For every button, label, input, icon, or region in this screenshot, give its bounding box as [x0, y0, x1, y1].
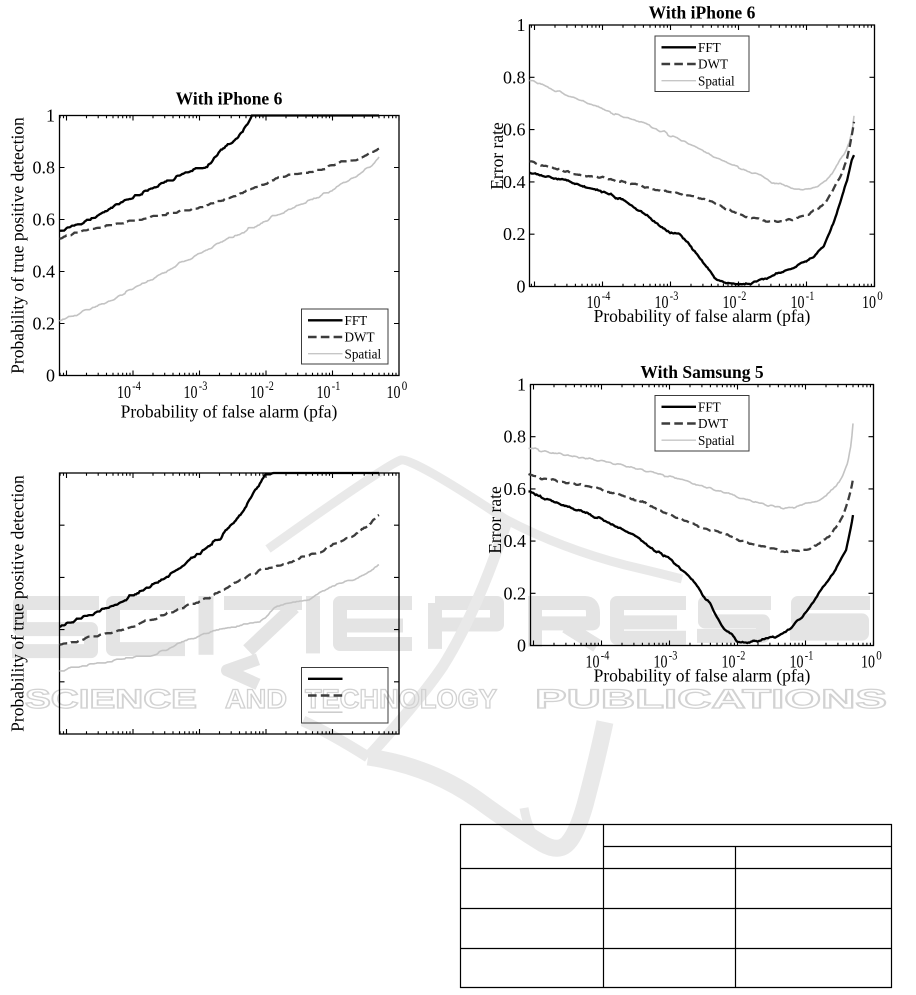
svg-text:0: 0 [876, 648, 882, 663]
svg-text:10: 10 [655, 292, 669, 312]
svg-text:0: 0 [517, 277, 526, 297]
svg-text:10: 10 [184, 382, 198, 402]
svg-text:Probability of true positive d: Probability of true positive detection [8, 475, 28, 732]
svg-text:FFT: FFT [698, 400, 721, 415]
svg-text:0.6: 0.6 [503, 120, 526, 140]
svg-text:1: 1 [517, 375, 526, 395]
svg-text:0: 0 [877, 288, 883, 303]
svg-text:1: 1 [517, 15, 526, 35]
svg-text:0.4: 0.4 [503, 172, 526, 192]
svg-text:10: 10 [862, 292, 876, 312]
svg-text:Probability of true positive d: Probability of true positive detection [8, 117, 28, 374]
svg-text:10: 10 [722, 652, 736, 672]
svg-text:FFT: FFT [345, 313, 368, 328]
svg-text:Spatial: Spatial [698, 73, 735, 88]
svg-text:FFT: FFT [698, 40, 721, 55]
svg-text:1: 1 [46, 106, 55, 126]
svg-text:Spatial: Spatial [345, 346, 382, 361]
svg-text:-3: -3 [670, 288, 679, 303]
svg-text:0.4: 0.4 [33, 262, 56, 282]
svg-text:10: 10 [250, 382, 264, 402]
svg-text:Probability of false alarm (pf: Probability of false alarm (pfa) [594, 306, 811, 326]
svg-text:0.6: 0.6 [33, 210, 56, 230]
svg-text:PUBLICATIONS: PUBLICATIONS [535, 684, 887, 714]
svg-text:10: 10 [790, 652, 804, 672]
svg-text:AND: AND [225, 684, 287, 714]
svg-text:10: 10 [654, 652, 668, 672]
svg-text:10: 10 [587, 292, 601, 312]
svg-text:0.2: 0.2 [503, 224, 526, 244]
svg-text:With Samsung 5: With Samsung 5 [640, 362, 763, 382]
svg-text:10: 10 [861, 652, 875, 672]
svg-text:Error rate: Error rate [485, 486, 505, 554]
svg-text:DWT: DWT [698, 57, 728, 72]
svg-text:DWT: DWT [345, 330, 375, 345]
svg-text:0: 0 [402, 378, 408, 393]
svg-text:-3: -3 [669, 648, 678, 663]
svg-text:10: 10 [317, 382, 331, 402]
svg-text:Error rate: Error rate [487, 122, 507, 190]
svg-text:TECHNOLOGY: TECHNOLOGY [305, 684, 497, 714]
svg-text:0.2: 0.2 [504, 583, 527, 603]
svg-text:-2: -2 [738, 288, 747, 303]
svg-text:10: 10 [117, 382, 131, 402]
svg-text:0.2: 0.2 [33, 314, 56, 334]
svg-text:DWT: DWT [698, 416, 728, 431]
svg-text:0: 0 [517, 636, 526, 656]
svg-text:Probability of false alarm (pf: Probability of false alarm (pfa) [594, 666, 811, 686]
svg-text:0.4: 0.4 [504, 531, 527, 551]
svg-text:Probability of false alarm (pf: Probability of false alarm (pfa) [121, 402, 338, 422]
svg-text:0.8: 0.8 [504, 427, 527, 447]
svg-text:SCIENCE: SCIENCE [25, 684, 197, 714]
svg-text:-2: -2 [265, 378, 274, 393]
svg-text:10: 10 [586, 652, 600, 672]
svg-text:-1: -1 [332, 378, 341, 393]
svg-text:-4: -4 [602, 288, 611, 303]
svg-text:10: 10 [723, 292, 737, 312]
svg-text:-1: -1 [806, 288, 815, 303]
svg-text:0.8: 0.8 [33, 158, 56, 178]
svg-text:0.8: 0.8 [503, 67, 526, 87]
svg-text:0: 0 [46, 366, 55, 386]
svg-text:-4: -4 [132, 378, 141, 393]
svg-text:-4: -4 [601, 648, 610, 663]
svg-text:-3: -3 [199, 378, 208, 393]
svg-text:-1: -1 [805, 648, 814, 663]
svg-text:10: 10 [791, 292, 805, 312]
svg-text:10: 10 [387, 382, 401, 402]
svg-text:-2: -2 [737, 648, 746, 663]
svg-text:0.6: 0.6 [504, 479, 527, 499]
svg-text:With iPhone 6: With iPhone 6 [649, 3, 756, 23]
svg-text:With iPhone 6: With iPhone 6 [176, 89, 283, 109]
svg-text:Spatial: Spatial [698, 433, 735, 448]
